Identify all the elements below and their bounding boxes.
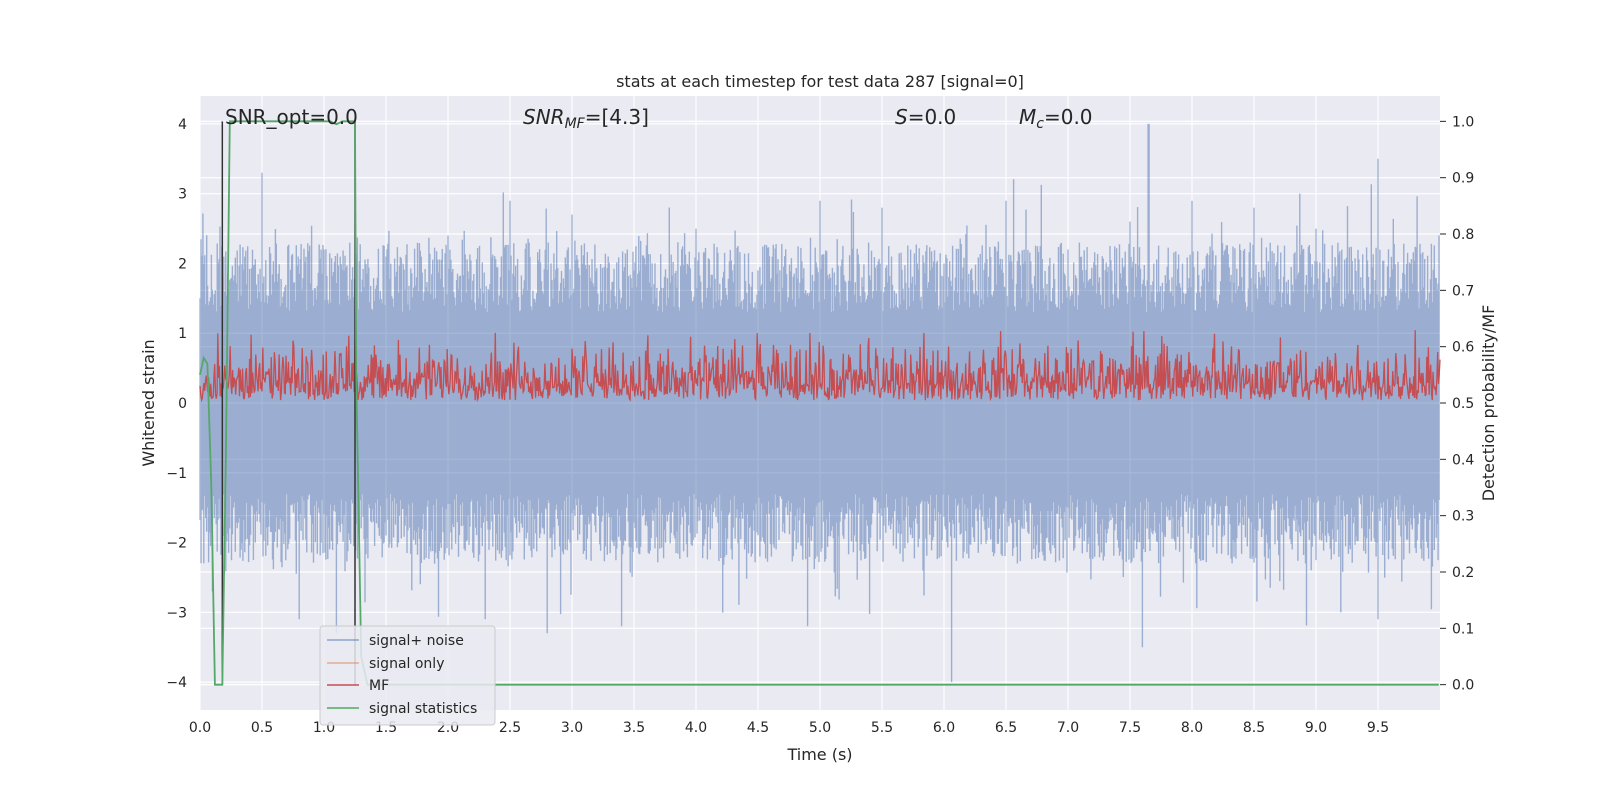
ticks: 0.0 0.5 1.0 1.5 2.0 2.5 3.0 3.5 4.0 4.5 5.0 5.5 6.0 6…: [166, 114, 1474, 736]
x-tick-label: 0.5: [251, 720, 273, 736]
mc-label: M: [1019, 105, 1036, 129]
y2-tick-label: 0.4: [1452, 452, 1474, 468]
legend-box: [319, 625, 496, 726]
mc-subscript: c: [1036, 116, 1044, 132]
y2-tick-label: 0.9: [1452, 171, 1474, 187]
legend-label-signal-noise: signal+ noise: [369, 633, 464, 649]
x-tick-label: 5.0: [809, 720, 831, 736]
x-tick-label: 9.0: [1305, 720, 1327, 736]
x-tick-label: 2.5: [499, 720, 521, 736]
y-tick-label: −1: [166, 466, 187, 482]
s-label: S: [895, 105, 908, 129]
y-tick-label: −4: [166, 675, 187, 691]
x-tick-label: 9.5: [1367, 720, 1389, 736]
chart-title: stats at each timestep for test data 287…: [616, 72, 1024, 91]
y2-tick-label: 0.5: [1452, 396, 1474, 412]
y-tick-label: −2: [166, 536, 187, 552]
x-tick-label: 6.0: [933, 720, 955, 736]
series-mf: [199, 330, 1441, 403]
y2-tick-label: 0.7: [1452, 283, 1474, 299]
y-tick-label: 0: [178, 396, 187, 412]
x-tick-label: 3.0: [561, 720, 583, 736]
mc-value: =0.0: [1044, 105, 1093, 129]
y2-tick-label: 0.1: [1452, 621, 1474, 637]
s-value: =0.0: [908, 105, 957, 129]
legend-label-signal-statistics: signal statistics: [369, 701, 477, 717]
y-tick-label: 3: [178, 187, 187, 203]
annotation-mc: Mc=0.0: [1019, 105, 1093, 132]
y2-tick-label: 0.6: [1452, 340, 1474, 356]
x-tick-label: 8.5: [1243, 720, 1265, 736]
snr-mf-value: =[4.3]: [585, 105, 649, 129]
y2-tick-label: 0.8: [1452, 227, 1474, 243]
y2-tick-label: 0.3: [1452, 509, 1474, 525]
x-tick-label: 8.0: [1181, 720, 1203, 736]
annotation-snr-opt: SNR_opt=0.0: [225, 105, 358, 129]
y-axis-label: Whitened strain: [139, 339, 158, 466]
legend-label-signal-only: signal only: [369, 656, 444, 672]
y2-tick-label: 0.2: [1452, 565, 1474, 581]
y-tick-label: 1: [178, 326, 187, 342]
x-tick-label: 4.5: [747, 720, 769, 736]
series-layer: [199, 120, 1441, 686]
x-tick-label: 5.5: [871, 720, 893, 736]
x-tick-label: 7.5: [1119, 720, 1141, 736]
y2-axis-label: Detection probability/MF: [1479, 305, 1498, 502]
y-tick-label: 4: [178, 117, 187, 133]
legend: signal+ noise signal only MF signal stat…: [319, 625, 496, 726]
x-tick-label: 6.5: [995, 720, 1017, 736]
x-tick-label: 3.5: [623, 720, 645, 736]
legend-label-mf: MF: [369, 678, 389, 694]
x-tick-label: 7.0: [1057, 720, 1079, 736]
y-tick-label: 2: [178, 256, 187, 272]
x-tick-label: 4.0: [685, 720, 707, 736]
snr-mf-subscript: MF: [565, 116, 586, 132]
y2-tick-label: 0.0: [1452, 678, 1474, 694]
annotation-snr-mf: SNRMF=[4.3]: [523, 105, 649, 132]
snr-mf-label: SNR: [523, 105, 565, 129]
annotation-s: S=0.0: [895, 105, 956, 129]
x-axis-label: Time (s): [786, 745, 852, 764]
y2-tick-label: 1.0: [1452, 114, 1474, 130]
y-tick-label: −3: [166, 605, 187, 621]
x-tick-label: 0.0: [189, 720, 211, 736]
